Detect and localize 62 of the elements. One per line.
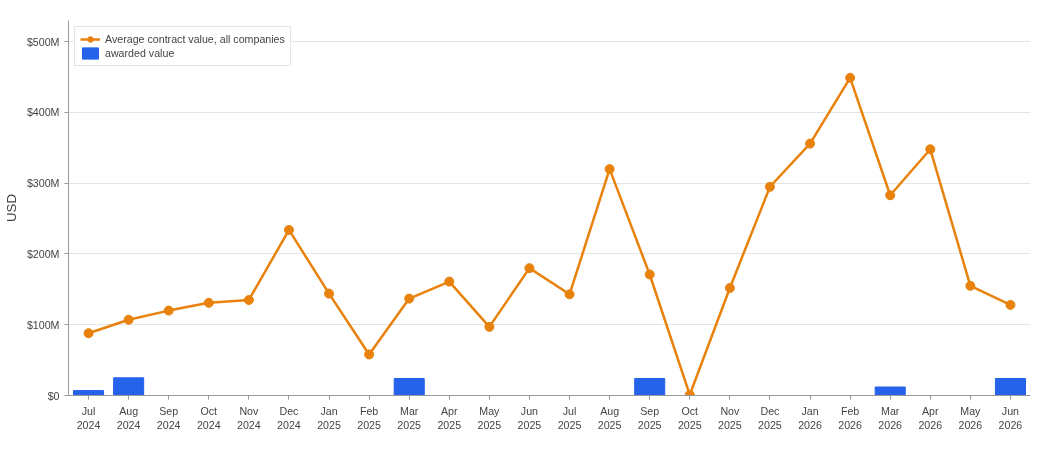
y-tick-label: $400M xyxy=(26,106,60,119)
x-tick-label: Jun 2026 xyxy=(998,404,1023,431)
x-tick-label: May 2025 xyxy=(477,404,502,431)
point xyxy=(444,276,455,287)
y-tick-label: $200M xyxy=(26,247,60,260)
x-tick-label: Mar 2025 xyxy=(397,404,422,431)
point xyxy=(644,269,655,280)
x-tick-label: Jan 2025 xyxy=(317,404,341,431)
bar xyxy=(113,377,145,396)
point xyxy=(805,138,816,149)
bar xyxy=(994,378,1026,396)
point xyxy=(83,328,94,339)
bar xyxy=(634,378,666,396)
x-tick-label: Aug 2024 xyxy=(116,404,141,431)
x-tick-label: Mar 2026 xyxy=(878,404,903,431)
x-tick-label: Jan 2026 xyxy=(798,404,822,431)
point xyxy=(885,190,896,201)
y-tick-label: $300M xyxy=(26,177,60,190)
x-tick-label: Jul 2024 xyxy=(76,404,101,431)
point xyxy=(123,314,134,325)
point xyxy=(1005,299,1016,310)
x-tick-label: Feb 2025 xyxy=(357,404,382,431)
point xyxy=(604,164,615,175)
point xyxy=(564,289,575,300)
point xyxy=(324,288,335,299)
point xyxy=(484,321,495,332)
point xyxy=(524,263,535,274)
x-tick-label: Jul 2025 xyxy=(557,404,582,431)
point xyxy=(283,224,294,235)
bar xyxy=(874,386,906,396)
legend-label: Average contract value, all companies xyxy=(105,33,285,45)
point xyxy=(845,72,856,83)
x-tick-label: Feb 2026 xyxy=(838,404,863,431)
point xyxy=(724,282,735,293)
y-tick-label: $500M xyxy=(26,35,60,48)
bar xyxy=(73,390,105,396)
legend-label: awarded value xyxy=(105,47,175,59)
x-tick-label: Jun 2025 xyxy=(517,404,542,431)
x-tick-label: Sep 2024 xyxy=(156,404,181,431)
x-tick-label: Nov 2024 xyxy=(237,404,261,431)
bar xyxy=(393,378,425,396)
y-axis-title: USD xyxy=(3,193,19,223)
point xyxy=(203,297,214,308)
x-tick-label: Apr 2025 xyxy=(437,404,462,431)
point xyxy=(364,349,375,360)
point xyxy=(163,305,174,316)
point xyxy=(965,280,976,291)
x-tick-label: Apr 2026 xyxy=(918,404,943,431)
x-tick-label: Dec 2025 xyxy=(758,404,782,431)
point xyxy=(404,293,415,304)
x-tick-label: Oct 2024 xyxy=(196,404,221,431)
x-tick-label: Aug 2025 xyxy=(597,404,622,431)
x-tick-label: May 2026 xyxy=(958,404,983,431)
point xyxy=(764,181,775,192)
point xyxy=(925,144,936,155)
x-tick-label: Dec 2024 xyxy=(277,404,301,431)
point xyxy=(243,294,254,305)
y-tick-label: $0 xyxy=(47,389,60,402)
x-tick-label: Sep 2025 xyxy=(637,404,662,431)
x-tick-label: Oct 2025 xyxy=(677,404,702,431)
y-tick-label: $100M xyxy=(26,318,60,331)
x-tick-label: Nov 2025 xyxy=(718,404,742,431)
